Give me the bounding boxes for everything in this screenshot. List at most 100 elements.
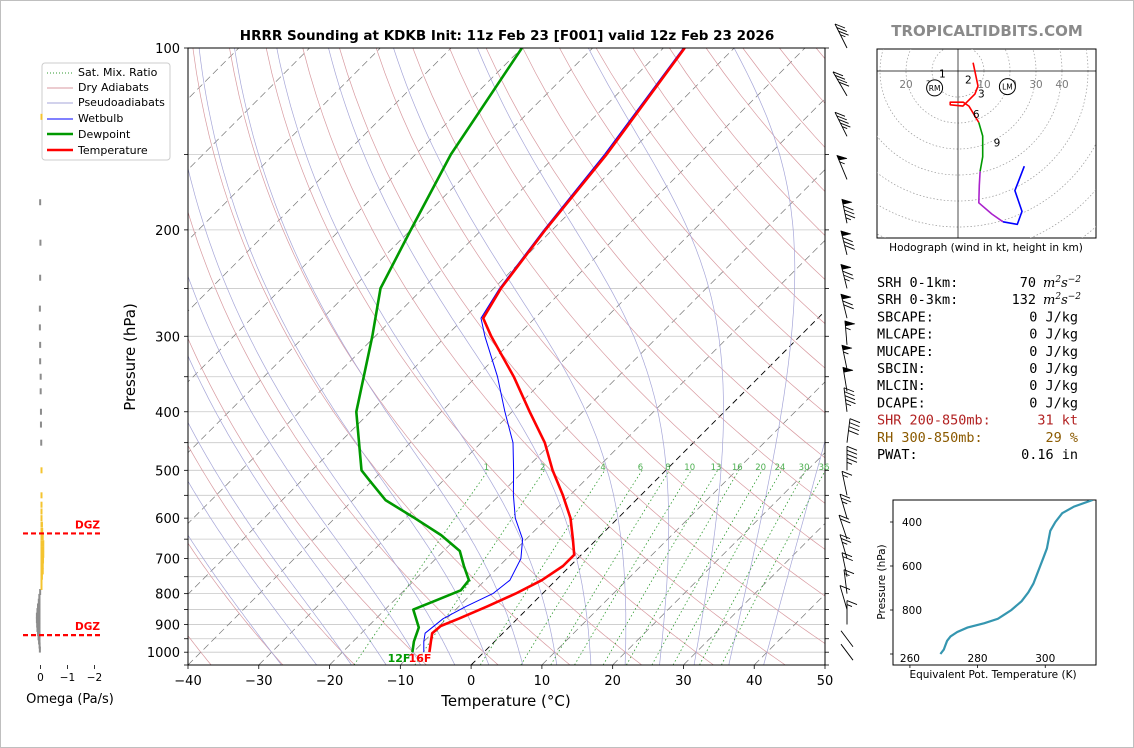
wind-barb-full xyxy=(836,27,847,32)
dry-adiabat xyxy=(522,48,825,414)
legend-label-dewpoint: Dewpoint xyxy=(78,128,131,141)
omega-bar xyxy=(40,551,45,558)
pressure-tick-label: 200 xyxy=(155,224,180,239)
index-unit: m2s−2 xyxy=(1043,275,1081,291)
omega-bar xyxy=(40,508,43,515)
brand-watermark: TROPICALTIDBITS.COM xyxy=(891,22,1083,40)
pressure-tick-label: 1000 xyxy=(147,646,180,661)
isotherm-line xyxy=(188,48,310,171)
wind-barb-full xyxy=(846,457,858,463)
hodograph-ring-label: 40 xyxy=(1055,79,1068,91)
isotherm-line xyxy=(612,452,825,665)
wind-barb xyxy=(840,230,855,256)
omega-bar xyxy=(40,501,43,508)
isotherm-line xyxy=(188,48,735,595)
mixing-ratio-line xyxy=(353,470,489,665)
omega-bar xyxy=(38,305,41,312)
dry-adiabat xyxy=(449,48,825,504)
hodograph-caption: Hodograph (wind in kt, height in km) xyxy=(889,242,1083,254)
hodograph-height-label: 2 xyxy=(965,75,972,87)
omega-bar xyxy=(40,534,44,541)
index-label: SRH 0-1km: xyxy=(877,275,958,291)
wind-barb-full xyxy=(842,300,853,306)
wind-barb xyxy=(846,445,858,471)
mixing-ratio-label: 20 xyxy=(755,463,766,473)
omega-bar xyxy=(36,608,41,615)
mixing-ratio-label: 8 xyxy=(665,463,670,473)
index-label: DCAPE: xyxy=(877,395,926,411)
hodograph-ring-label: 10 xyxy=(977,79,990,91)
mixing-ratio-line xyxy=(721,470,825,665)
hodograph-frame xyxy=(876,48,1097,239)
omega-bar xyxy=(35,617,41,624)
skewt-data-lines xyxy=(355,48,686,653)
legend-label-wetbulb: Wetbulb xyxy=(78,112,123,125)
temperature-tick-label: −10 xyxy=(387,674,414,689)
wind-barb-full xyxy=(836,78,848,84)
wind-barb-flag xyxy=(841,344,853,351)
wind-barb xyxy=(839,585,851,610)
wind-barb-full xyxy=(846,449,858,455)
hodograph-height-label: 1 xyxy=(939,69,946,81)
wind-barb-full xyxy=(849,422,860,428)
wind-barb-full xyxy=(834,111,846,117)
omega-bar xyxy=(40,527,44,534)
wind-barb xyxy=(840,263,854,289)
wind-barb-full xyxy=(842,237,853,243)
hodograph-segment xyxy=(1002,165,1026,226)
omega-tick-label: −1 xyxy=(60,672,75,684)
index-label: MLCAPE: xyxy=(877,327,934,343)
dry-adiabat xyxy=(375,48,825,597)
omega-bar xyxy=(40,584,43,591)
wind-barb xyxy=(846,418,861,443)
omega-bar xyxy=(39,588,42,595)
dry-adiabat xyxy=(188,337,427,665)
pressure-tick-label: 900 xyxy=(155,619,180,634)
wind-barb-full xyxy=(839,585,851,590)
omega-bar xyxy=(39,373,42,380)
pseudoadiabat xyxy=(188,421,352,665)
dry-adiabat xyxy=(229,48,643,665)
wind-barb-full xyxy=(832,71,844,77)
index-value: 0 J/kg xyxy=(1029,309,1078,325)
omega-tick-label: 0 xyxy=(37,672,44,684)
wind-barb-full xyxy=(838,81,850,87)
wind-barb xyxy=(834,111,851,137)
hodograph-segment xyxy=(949,62,980,123)
isotherm-line xyxy=(400,239,825,665)
hodograph-segment xyxy=(978,171,1004,223)
index-unit: m2s−2 xyxy=(1043,292,1081,308)
mixing-ratio-labels: 1 2 4 6 8 10 13 16 20 24 30 36 xyxy=(484,463,830,473)
omega-bar xyxy=(39,358,42,365)
hodograph-rings xyxy=(877,49,1096,238)
index-value: 31 kt xyxy=(1037,413,1078,429)
omega-bar xyxy=(40,573,43,580)
index-label: PWAT: xyxy=(877,447,918,463)
wind-barb-full xyxy=(843,205,854,211)
wind-barb-shaft xyxy=(839,585,848,610)
isotherm-line xyxy=(329,169,825,665)
wind-barb xyxy=(844,320,856,345)
omega-bars: DGZ DGZ xyxy=(23,113,100,653)
dry-adiabat xyxy=(485,48,825,459)
dry-adiabat xyxy=(188,444,355,665)
dry-adiabat xyxy=(188,210,499,665)
pressure-tick-label: 700 xyxy=(155,553,180,568)
wind-barb xyxy=(841,470,853,496)
wind-barb-shaft xyxy=(839,494,848,519)
wind-barb-flag xyxy=(841,198,853,205)
wind-barb-full xyxy=(840,497,852,503)
index-value: 70 xyxy=(1020,275,1036,291)
wind-barb-full xyxy=(849,418,861,424)
index-label: MUCAPE: xyxy=(877,344,934,360)
dgz-label: DGZ xyxy=(75,519,100,531)
theta-e-y-tick-label: 400 xyxy=(902,517,922,529)
temperature-tick-label: 10 xyxy=(534,674,551,689)
theta-e-y-tick-label: 600 xyxy=(902,561,922,573)
temperature-tick-label: −40 xyxy=(174,674,201,689)
omega-bar xyxy=(36,621,41,628)
omega-bar xyxy=(39,408,42,415)
temperature-tick-label: 20 xyxy=(604,674,621,689)
